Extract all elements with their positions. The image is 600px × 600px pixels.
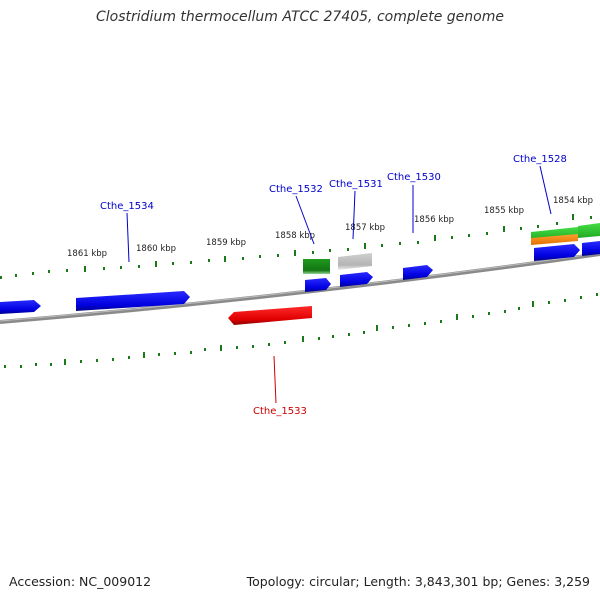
gene-feature-cthe-1528[interactable] — [534, 244, 580, 261]
scale-label-1860: 1860 kbp — [136, 244, 176, 254]
scale-label-1857: 1857 kbp — [345, 223, 385, 233]
scale-label-1856: 1856 kbp — [414, 215, 454, 225]
gene-feature-right-edge[interactable] — [582, 241, 600, 256]
gene-feature-cthe-1531[interactable] — [340, 272, 373, 287]
accession-label: Accession: NC_009012 — [9, 574, 152, 589]
gene-label-cthe-1528[interactable]: Cthe_1528 — [513, 154, 567, 165]
gene-feature-cthe-1530[interactable] — [403, 265, 433, 280]
genome-summary: Topology: circular; Length: 3,843,301 bp… — [246, 574, 590, 589]
scale-label-1854: 1854 kbp — [553, 196, 593, 206]
scale-label-1859: 1859 kbp — [206, 238, 246, 248]
scale-label-1861: 1861 kbp — [67, 249, 107, 259]
leader-line-cthe-1533 — [273, 355, 277, 404]
gene-feature-left-edge[interactable] — [0, 300, 41, 314]
gene-label-cthe-1534[interactable]: Cthe_1534 — [100, 201, 154, 212]
leader-line-cthe-1531 — [352, 190, 356, 240]
gene-feature-cthe-1528-orange[interactable] — [531, 234, 578, 245]
scale-label-1858: 1858 kbp — [275, 231, 315, 241]
gene-feature-cthe-1534[interactable] — [76, 291, 190, 311]
gene-feature-right-green[interactable] — [578, 223, 600, 238]
genome-backbone — [0, 252, 600, 324]
gene-label-cthe-1532[interactable]: Cthe_1532 — [269, 184, 323, 195]
gene-feature-cthe-1532[interactable] — [305, 278, 331, 292]
gene-label-cthe-1533[interactable]: Cthe_1533 — [253, 406, 307, 417]
gene-feature-cthe-1533[interactable] — [228, 306, 312, 325]
map-title: Clostridium thermocellum ATCC 27405, com… — [96, 9, 504, 25]
scale-ticks-lower — [4, 293, 598, 368]
gene-feature-green-1858[interactable] — [303, 259, 330, 274]
scale-label-1855: 1855 kbp — [484, 206, 524, 216]
genome-backbone-highlight — [0, 252, 600, 322]
gene-feature-cthe-1531-gray[interactable] — [338, 253, 372, 270]
leader-line-cthe-1528 — [539, 165, 552, 215]
gene-label-cthe-1531[interactable]: Cthe_1531 — [329, 179, 383, 190]
scale-ticks-upper — [0, 214, 592, 279]
leader-line-cthe-1534 — [126, 212, 130, 263]
gene-label-cthe-1530[interactable]: Cthe_1530 — [387, 172, 441, 183]
leader-line-cthe-1532 — [295, 195, 315, 245]
